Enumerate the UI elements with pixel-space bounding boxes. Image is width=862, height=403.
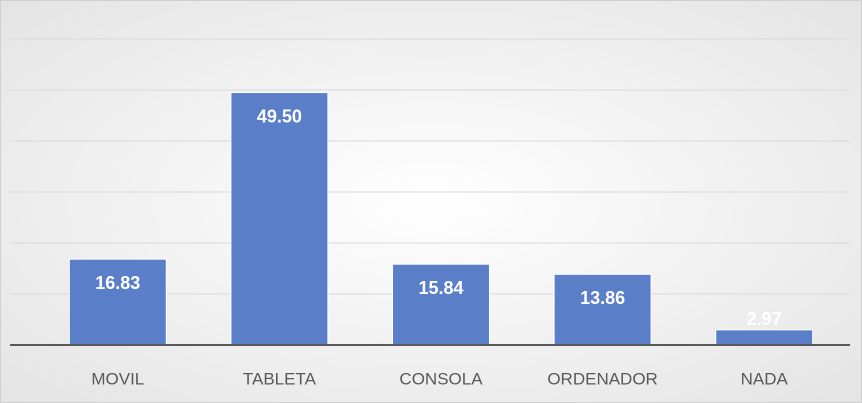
bar bbox=[230, 92, 329, 346]
bar bbox=[392, 263, 490, 346]
data-label: 16.83 bbox=[95, 273, 140, 293]
data-label: 49.50 bbox=[257, 106, 302, 126]
x-tick-label: MOVIL bbox=[91, 369, 144, 388]
data-label: 13.86 bbox=[580, 288, 625, 308]
bar bbox=[553, 273, 652, 346]
bar bbox=[715, 329, 814, 346]
bar bbox=[68, 258, 167, 346]
data-label: 2.97 bbox=[747, 309, 782, 329]
data-label: 15.84 bbox=[418, 278, 463, 298]
x-tick-label: CONSOLA bbox=[399, 369, 483, 388]
x-tick-label: NADA bbox=[741, 369, 789, 388]
x-tick-label: TABLETA bbox=[243, 369, 317, 388]
x-tick-label: ORDENADOR bbox=[547, 369, 658, 388]
